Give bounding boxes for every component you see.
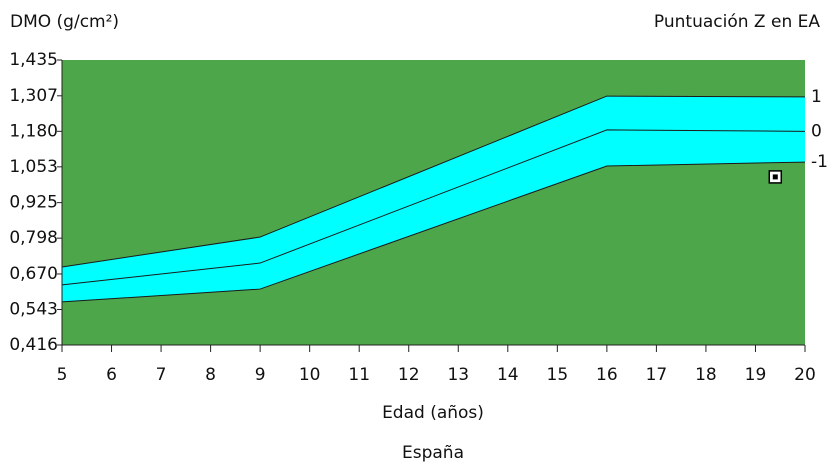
patient-point-core (772, 174, 778, 180)
z-line (61, 95, 806, 268)
y-tick-label: 0,416 (9, 335, 58, 355)
x-tick-label: 6 (106, 365, 117, 385)
x-axis-title: Edad (años) (382, 403, 484, 423)
y-axis-title: DMO (g/cm²) (10, 12, 119, 32)
z-line (61, 161, 806, 303)
x-tick-label: 5 (57, 365, 68, 385)
y-tick-label: 0,925 (9, 193, 58, 213)
x-tick-label: 13 (447, 365, 469, 385)
x-tick-label: 14 (497, 365, 519, 385)
x-tick-label: 7 (156, 365, 167, 385)
x-tick-label: 9 (255, 365, 266, 385)
y-tick-label: 1,053 (9, 157, 58, 177)
x-tick-label: 12 (398, 365, 420, 385)
x-tick-label: 20 (794, 365, 816, 385)
z-label: -1 (811, 152, 828, 172)
y-tick-label: 0,798 (9, 228, 58, 248)
x-tick-label: 10 (299, 365, 321, 385)
x-tick-label: 19 (745, 365, 767, 385)
x-tick-label: 8 (205, 365, 216, 385)
x-tick-label: 18 (695, 365, 717, 385)
z-line (61, 129, 806, 286)
right-axis-title: Puntuación Z en EA (654, 12, 820, 32)
y-tick-label: 0,670 (9, 264, 58, 284)
reference-band (62, 96, 805, 302)
y-tick-label: 0,543 (9, 299, 58, 319)
x-tick-label: 11 (348, 365, 370, 385)
y-tick-label: 1,180 (9, 121, 58, 141)
x-tick-label: 17 (646, 365, 668, 385)
x-tick-label: 16 (596, 365, 618, 385)
z-label: 0 (811, 121, 822, 141)
footer: España (402, 443, 464, 463)
z-label: 1 (811, 87, 822, 107)
y-tick-label: 1,307 (9, 86, 58, 106)
y-tick-label: 1,435 (9, 50, 58, 70)
x-tick-label: 15 (547, 365, 569, 385)
